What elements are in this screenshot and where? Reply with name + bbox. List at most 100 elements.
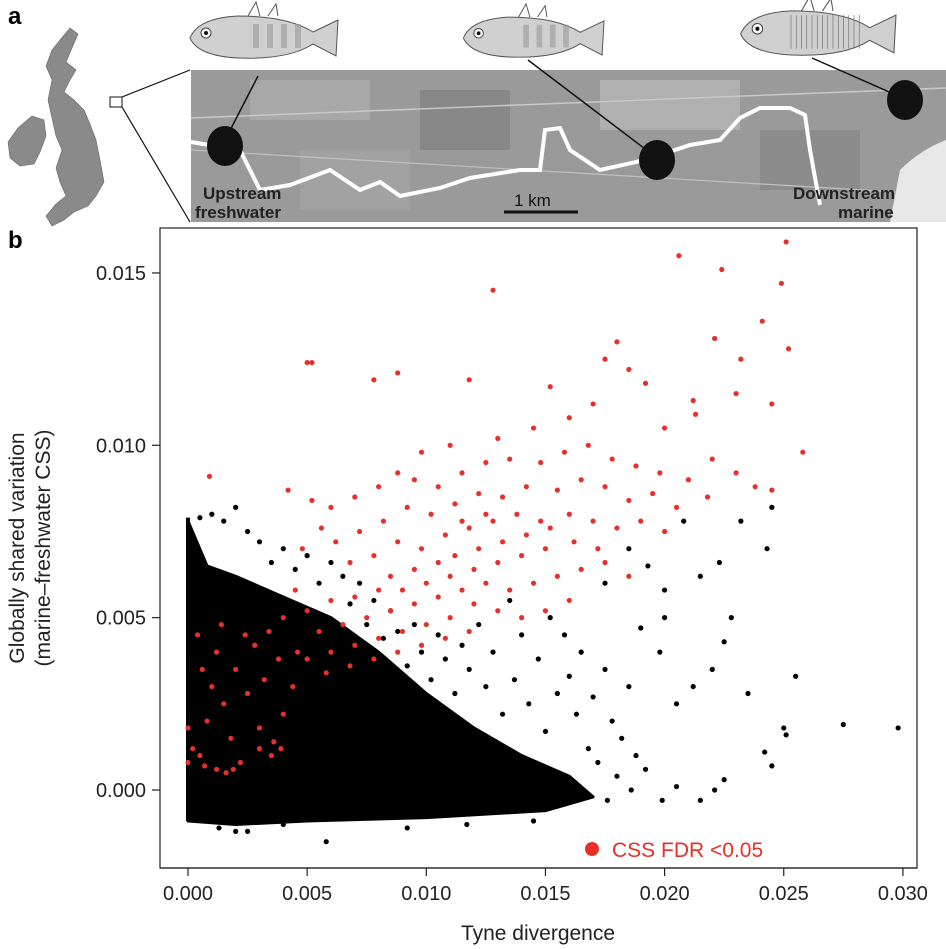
data-point-significant	[633, 463, 639, 469]
data-point-significant	[490, 287, 496, 293]
data-point-significant	[466, 525, 472, 531]
data-point-significant	[783, 239, 789, 245]
data-point-significant	[423, 621, 429, 628]
data-point-significant	[256, 746, 263, 752]
data-point	[535, 656, 541, 662]
data-point-significant	[785, 346, 792, 352]
data-point	[499, 711, 506, 717]
data-point-significant	[538, 518, 544, 524]
data-point	[340, 573, 346, 579]
data-point-significant	[614, 525, 620, 531]
data-point-significant	[199, 666, 205, 672]
data-point	[459, 642, 465, 648]
data-point-significant	[495, 435, 501, 442]
data-point-significant	[738, 356, 744, 362]
data-point-significant	[364, 615, 370, 621]
data-point-significant	[318, 525, 325, 531]
data-point-significant	[626, 573, 632, 579]
data-point	[573, 711, 580, 717]
data-point	[507, 597, 513, 604]
data-point-significant	[692, 411, 699, 417]
data-point	[793, 673, 799, 679]
data-point-significant	[340, 621, 346, 628]
panel-b-letter: b	[8, 227, 23, 254]
data-point-significant	[435, 594, 441, 600]
data-point-significant	[261, 677, 267, 683]
data-point	[356, 580, 363, 586]
data-point-significant	[602, 356, 608, 362]
data-point	[721, 777, 727, 783]
data-point-significant	[206, 473, 213, 479]
data-point	[697, 573, 703, 579]
data-point-significant	[418, 449, 425, 455]
data-point	[209, 511, 215, 517]
data-point-significant	[483, 459, 489, 466]
legend-marker	[585, 842, 599, 856]
upstream-label-line1: Upstream	[203, 184, 281, 203]
y-axis-label-line2: (marine–freshwater CSS)	[32, 430, 55, 667]
data-point	[762, 749, 768, 755]
data-point	[464, 821, 470, 828]
data-point-significant	[275, 656, 282, 662]
data-point-significant	[228, 735, 234, 741]
stickleback-fish-icon	[189, 0, 339, 59]
data-point	[268, 559, 275, 566]
data-point-significant	[490, 518, 496, 524]
data-point	[681, 518, 687, 524]
data-point-significant	[266, 628, 272, 635]
data-point	[657, 649, 663, 655]
data-point-significant	[323, 670, 329, 676]
x-tick-label: 0.030	[878, 883, 928, 905]
data-point-significant	[356, 528, 363, 535]
data-point-significant	[638, 518, 644, 524]
river	[190, 106, 822, 206]
data-point-significant	[328, 649, 334, 655]
data-point-significant	[673, 504, 680, 510]
data-point-significant	[395, 649, 401, 655]
data-point-significant	[466, 628, 472, 635]
data-point	[709, 666, 715, 672]
uk-map-icon	[7, 27, 191, 227]
data-point	[769, 763, 775, 769]
data-point-significant	[519, 615, 525, 621]
data-point-significant	[642, 380, 649, 386]
data-point-significant	[571, 539, 577, 545]
data-point-significant	[202, 763, 208, 769]
data-point-significant	[662, 528, 668, 535]
data-point-significant	[304, 656, 310, 662]
data-point	[347, 601, 353, 607]
data-point-significant	[709, 456, 715, 462]
data-point	[633, 752, 639, 759]
data-point-significant	[595, 546, 601, 552]
data-point-significant	[333, 539, 339, 545]
data-point-significant	[483, 580, 489, 586]
data-point-significant	[213, 649, 220, 655]
legend-label: CSS FDR <0.05	[612, 839, 763, 862]
y-tick-label: 0.015	[96, 263, 146, 285]
data-point	[662, 615, 668, 621]
data-point	[511, 677, 518, 683]
x-axis-label: Tyne divergence	[461, 922, 615, 945]
axes: 0.000 0.005 0.010 0.015 0.020 0.025 0.030 0.000…	[96, 263, 928, 905]
data-point-significant	[442, 532, 448, 538]
data-point-significant	[566, 597, 572, 604]
data-point-significant	[602, 559, 608, 566]
data-point-significant	[352, 494, 358, 500]
data-point-significant	[769, 487, 775, 493]
data-point-significant	[519, 553, 525, 559]
data-point-significant	[590, 518, 596, 524]
dense-point-cloud	[186, 519, 595, 826]
data-point-significant	[452, 553, 458, 559]
data-point	[626, 546, 632, 552]
data-point	[566, 673, 572, 679]
site-marker-middle	[639, 140, 675, 180]
data-point	[526, 701, 532, 707]
data-point-significant	[578, 477, 584, 483]
data-point	[316, 580, 322, 586]
data-point-significant	[554, 573, 560, 579]
data-point	[619, 735, 625, 741]
data-point	[328, 559, 334, 566]
data-point	[452, 690, 458, 697]
data-point-significant	[280, 711, 286, 717]
